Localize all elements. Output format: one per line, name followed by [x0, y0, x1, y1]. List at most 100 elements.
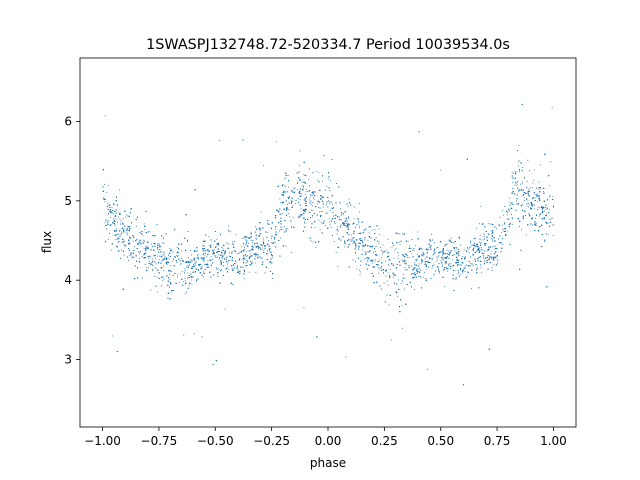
data-point — [475, 264, 477, 266]
data-point — [260, 211, 262, 213]
data-point — [188, 284, 190, 286]
data-point — [335, 252, 337, 253]
data-point — [113, 218, 115, 219]
data-point — [337, 266, 339, 267]
data-point — [395, 274, 397, 276]
data-point — [518, 189, 520, 191]
data-point — [335, 203, 337, 205]
data-point — [119, 218, 121, 220]
data-point — [368, 258, 370, 260]
data-point — [525, 203, 527, 205]
data-point — [492, 258, 494, 260]
data-point — [319, 202, 321, 204]
data-point — [151, 264, 153, 266]
data-point — [218, 267, 219, 269]
data-point — [393, 244, 395, 246]
data-point — [347, 239, 349, 241]
data-point — [502, 229, 504, 231]
data-point — [302, 181, 304, 183]
data-point — [460, 273, 461, 275]
data-point — [502, 224, 503, 226]
data-point — [417, 271, 419, 273]
data-point — [141, 255, 143, 257]
data-point — [453, 242, 455, 244]
data-point — [464, 270, 466, 272]
data-point — [117, 205, 118, 207]
data-point — [144, 229, 146, 230]
data-point — [511, 208, 513, 210]
data-point — [414, 272, 416, 274]
data-point — [512, 182, 514, 184]
data-point — [483, 260, 485, 262]
data-point — [271, 257, 273, 259]
data-point — [462, 272, 464, 274]
data-point — [329, 221, 331, 223]
data-point — [508, 197, 510, 199]
data-point — [113, 213, 115, 215]
data-point — [505, 231, 506, 232]
data-point — [311, 194, 313, 196]
data-point — [504, 206, 506, 207]
data-point — [416, 253, 418, 255]
data-point — [438, 268, 440, 270]
data-point — [515, 204, 517, 206]
data-point — [549, 185, 551, 187]
data-point — [520, 183, 521, 185]
data-point — [490, 238, 492, 240]
data-point — [128, 260, 129, 261]
data-point — [269, 271, 271, 272]
data-point — [375, 251, 376, 253]
data-point — [233, 264, 234, 265]
data-point — [378, 240, 380, 242]
data-point — [492, 264, 494, 266]
data-point — [526, 181, 528, 183]
data-point — [143, 239, 144, 241]
data-point — [152, 269, 154, 270]
data-point — [257, 254, 259, 256]
data-point — [417, 231, 419, 233]
data-point — [169, 273, 170, 275]
data-point — [402, 274, 404, 275]
data-point — [325, 204, 327, 205]
data-point — [207, 254, 208, 256]
data-point — [104, 184, 106, 185]
data-point — [522, 183, 523, 185]
data-point — [348, 198, 350, 200]
data-point — [302, 210, 304, 211]
data-point — [371, 259, 373, 261]
data-point — [522, 167, 524, 168]
data-point — [457, 265, 458, 267]
data-point — [244, 258, 246, 260]
data-point — [471, 288, 472, 290]
data-point — [377, 240, 378, 242]
data-point — [199, 265, 201, 267]
data-point — [311, 209, 312, 211]
data-point — [279, 198, 281, 200]
data-point — [552, 235, 554, 237]
data-point — [232, 244, 234, 246]
data-point — [503, 228, 505, 230]
data-point — [128, 230, 130, 232]
data-point — [348, 246, 349, 248]
data-point — [436, 247, 437, 249]
data-point — [462, 269, 464, 271]
data-point — [330, 180, 332, 181]
data-point — [108, 184, 109, 186]
data-point — [150, 289, 152, 291]
data-point — [246, 255, 248, 256]
data-point — [221, 253, 223, 255]
data-point — [537, 200, 538, 202]
data-point — [475, 244, 477, 245]
data-point — [517, 203, 519, 205]
data-point — [315, 246, 317, 248]
data-point — [496, 228, 498, 230]
data-point — [476, 250, 478, 252]
data-point — [365, 258, 367, 259]
data-point — [256, 254, 258, 255]
data-point — [262, 239, 264, 241]
data-point — [160, 246, 162, 248]
data-point — [169, 278, 171, 280]
data-point — [402, 254, 404, 255]
data-point — [183, 281, 185, 283]
data-point — [464, 265, 466, 267]
